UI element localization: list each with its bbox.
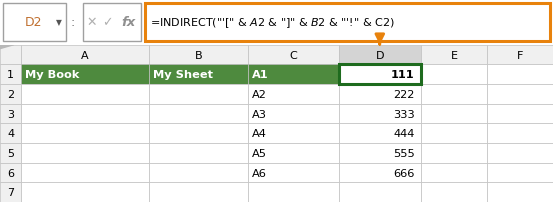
Bar xyxy=(421,163,487,182)
Bar xyxy=(149,85,248,104)
Bar xyxy=(21,85,149,104)
FancyBboxPatch shape xyxy=(145,4,550,42)
Text: A5: A5 xyxy=(252,148,267,158)
FancyBboxPatch shape xyxy=(83,4,141,42)
Text: 333: 333 xyxy=(393,109,414,119)
Text: 5: 5 xyxy=(7,148,14,158)
Bar xyxy=(0,45,21,65)
Bar xyxy=(0,104,21,124)
Bar xyxy=(338,65,421,85)
Bar xyxy=(0,143,21,163)
Bar xyxy=(421,143,487,163)
Bar xyxy=(248,45,338,65)
Bar xyxy=(487,65,553,85)
Text: ✓: ✓ xyxy=(103,16,113,29)
Text: C: C xyxy=(289,50,297,60)
Bar xyxy=(0,163,21,182)
Bar xyxy=(21,124,149,143)
Text: 2: 2 xyxy=(7,89,14,99)
Bar xyxy=(21,182,149,202)
Text: 4: 4 xyxy=(7,128,14,139)
Bar xyxy=(21,104,149,124)
Bar xyxy=(421,182,487,202)
Text: A1: A1 xyxy=(252,70,269,80)
Bar xyxy=(421,104,487,124)
Bar xyxy=(338,124,421,143)
Bar xyxy=(487,143,553,163)
Bar xyxy=(21,163,149,182)
Bar xyxy=(338,65,421,85)
Text: ✕: ✕ xyxy=(86,16,96,29)
Text: 111: 111 xyxy=(391,70,414,80)
Bar xyxy=(149,124,248,143)
Text: fx: fx xyxy=(121,16,135,29)
Bar xyxy=(248,163,338,182)
Bar xyxy=(248,104,338,124)
Bar xyxy=(487,104,553,124)
Text: 555: 555 xyxy=(393,148,414,158)
Text: D2: D2 xyxy=(25,16,43,29)
Text: My Book: My Book xyxy=(25,70,80,80)
Bar xyxy=(338,104,421,124)
FancyBboxPatch shape xyxy=(3,4,66,42)
Text: A4: A4 xyxy=(252,128,267,139)
Bar xyxy=(421,65,487,85)
Text: =INDIRECT("'[" & $A$2 & "]" & $B$2 & "'!" & C2): =INDIRECT("'[" & $A$2 & "]" & $B$2 & "'!… xyxy=(150,16,394,30)
Bar xyxy=(149,143,248,163)
Bar xyxy=(149,65,248,85)
Bar xyxy=(0,182,21,202)
Text: B: B xyxy=(195,50,202,60)
Bar xyxy=(338,182,421,202)
Bar xyxy=(248,143,338,163)
Text: 444: 444 xyxy=(393,128,414,139)
Bar xyxy=(487,124,553,143)
Text: ▼: ▼ xyxy=(56,18,62,27)
Bar xyxy=(0,65,21,85)
Bar xyxy=(21,65,149,85)
Polygon shape xyxy=(0,45,14,49)
Text: 1: 1 xyxy=(7,70,14,80)
Bar xyxy=(0,124,21,143)
Text: A: A xyxy=(81,50,88,60)
Bar xyxy=(421,85,487,104)
Bar xyxy=(487,85,553,104)
Bar xyxy=(149,182,248,202)
Bar xyxy=(338,143,421,163)
Bar xyxy=(248,124,338,143)
Bar xyxy=(338,85,421,104)
Text: 3: 3 xyxy=(7,109,14,119)
Bar xyxy=(0,85,21,104)
Text: :: : xyxy=(71,16,75,29)
Bar xyxy=(487,182,553,202)
Bar xyxy=(487,45,553,65)
Bar xyxy=(338,163,421,182)
Bar xyxy=(248,65,338,85)
Bar xyxy=(248,85,338,104)
Text: My Sheet: My Sheet xyxy=(153,70,213,80)
Text: 111: 111 xyxy=(391,70,414,80)
Bar xyxy=(338,45,421,65)
Text: E: E xyxy=(451,50,457,60)
Bar xyxy=(487,163,553,182)
Bar xyxy=(21,45,149,65)
Text: 7: 7 xyxy=(7,187,14,197)
Text: F: F xyxy=(517,50,523,60)
Text: D: D xyxy=(375,50,384,60)
Bar xyxy=(421,124,487,143)
Text: 222: 222 xyxy=(393,89,414,99)
Bar xyxy=(149,45,248,65)
Bar xyxy=(21,143,149,163)
Bar xyxy=(149,163,248,182)
Text: A3: A3 xyxy=(252,109,267,119)
Text: A6: A6 xyxy=(252,168,267,178)
Text: A2: A2 xyxy=(252,89,267,99)
Text: 666: 666 xyxy=(393,168,414,178)
Bar xyxy=(421,45,487,65)
Bar xyxy=(149,104,248,124)
Bar xyxy=(248,182,338,202)
Text: 6: 6 xyxy=(7,168,14,178)
